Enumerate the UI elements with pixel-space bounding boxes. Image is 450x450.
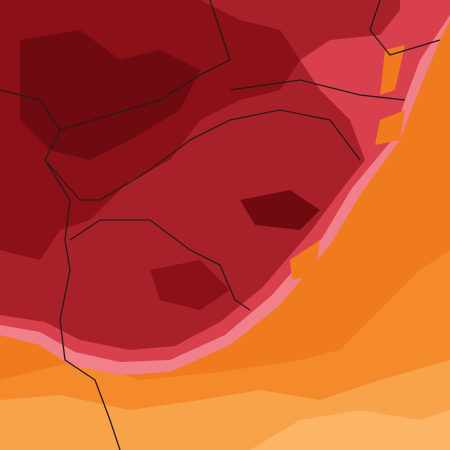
coastal-warm-patch (375, 110, 405, 145)
hottest-patch (240, 190, 320, 230)
coastal-warm-patch (380, 45, 405, 95)
lagoon-patch (290, 240, 320, 280)
very-hot-patch (150, 260, 230, 310)
hottest-patch (20, 30, 200, 160)
light-patch (250, 410, 450, 450)
